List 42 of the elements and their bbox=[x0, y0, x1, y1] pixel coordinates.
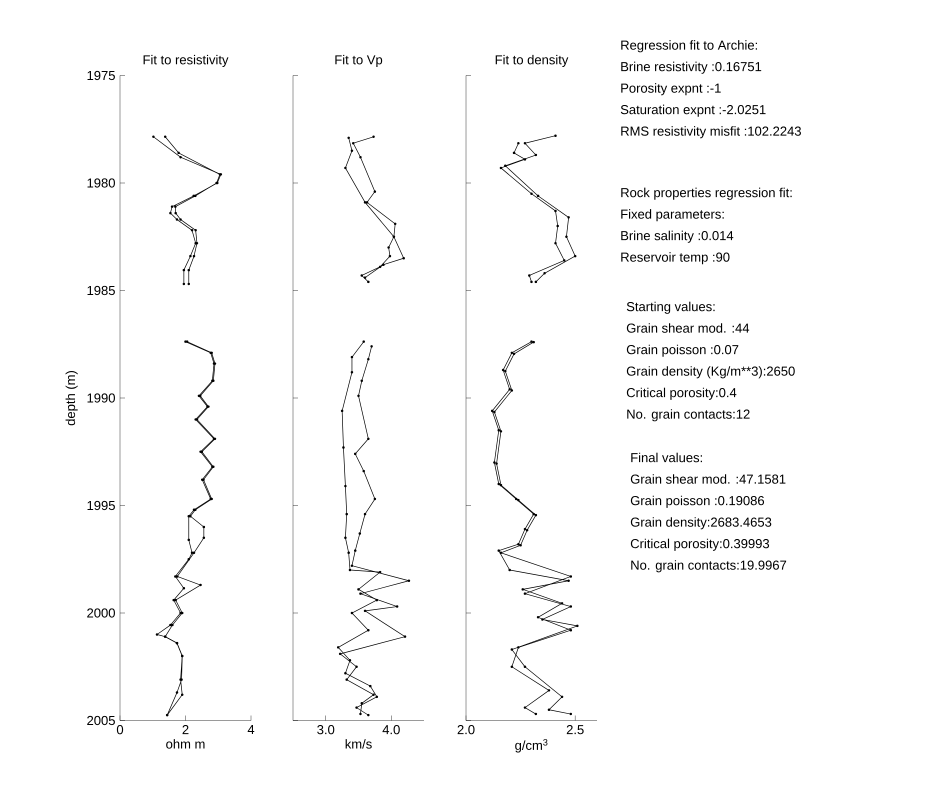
y-tick-label: 1995 bbox=[88, 500, 115, 510]
x-tick-label: 3.0 bbox=[317, 725, 334, 734]
chart-title: Fit to density bbox=[496, 54, 568, 67]
text: Grain density (Kg/m**3):2650 bbox=[626, 366, 795, 378]
text: Brine salinity :0.014 bbox=[621, 230, 734, 243]
y-axis-title: depth (m) bbox=[66, 371, 78, 426]
text: Rock properties regression fit: bbox=[621, 188, 792, 200]
x-tick-label: 4 bbox=[248, 725, 254, 734]
text: No. grain contacts:12 bbox=[627, 409, 750, 422]
chart-title: Fit to resistivity bbox=[144, 54, 228, 67]
chart-title: Fit to Vp bbox=[335, 54, 382, 67]
x-tick-label: 2 bbox=[182, 725, 188, 734]
text: Critical porosity:0.4 bbox=[626, 388, 736, 400]
text: Grain poisson :0.19086 bbox=[630, 496, 764, 508]
x-tick-label: 2.5 bbox=[566, 725, 584, 734]
text: RMS resistivity misfit :102.2243 bbox=[621, 126, 801, 138]
text: Porosity expnt :-1 bbox=[621, 83, 721, 96]
x-tick-label: 4.0 bbox=[382, 725, 400, 734]
text: Brine resistivity :0.16751 bbox=[621, 62, 762, 74]
text: Saturation expnt :-2.0251 bbox=[620, 104, 766, 117]
y-tick-label: 2005 bbox=[87, 716, 115, 726]
y-tick-label: 1975 bbox=[88, 70, 115, 80]
text: Fixed parameters: bbox=[621, 209, 724, 222]
text: Grain density:2683.4653 bbox=[630, 517, 772, 530]
x-axis-title: km/s bbox=[346, 739, 372, 749]
y-tick-label: 1980 bbox=[88, 178, 115, 188]
text: Grain shear mod. :44 bbox=[626, 323, 750, 333]
text: Grain shear mod. :47.1581 bbox=[630, 474, 786, 484]
x-tick-label: 0 bbox=[116, 725, 124, 734]
y-tick-label: 2000 bbox=[87, 608, 115, 618]
text: Final values: bbox=[631, 452, 702, 462]
y-tick-label: 1985 bbox=[88, 286, 115, 296]
x-axis-title: ohm m bbox=[166, 739, 204, 749]
x-axis-title: g/cm$^{3}$ bbox=[515, 739, 548, 753]
text: Regression fit to Archie: bbox=[621, 40, 758, 52]
text: Starting values: bbox=[626, 302, 715, 314]
text: Grain poisson :0.07 bbox=[626, 344, 738, 357]
y-tick-label: 1990 bbox=[88, 393, 115, 403]
text: No. grain contacts:19.9967 bbox=[631, 560, 786, 572]
x-tick-label: 2.0 bbox=[458, 725, 475, 734]
text: Reservoir temp :90 bbox=[621, 252, 730, 264]
text: Critical porosity:0.39993 bbox=[630, 538, 770, 551]
